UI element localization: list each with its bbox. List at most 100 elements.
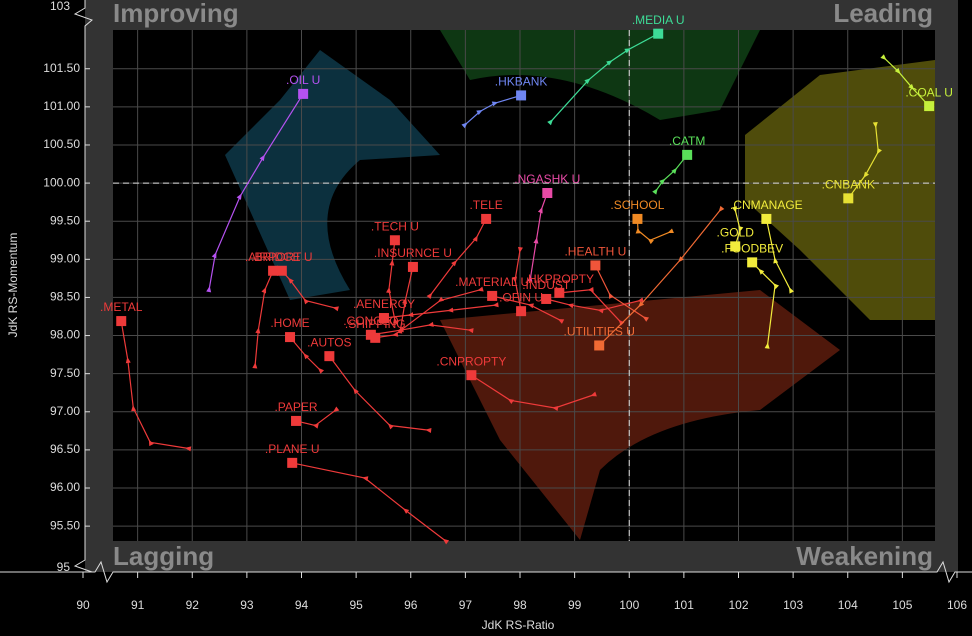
head-marker [594, 340, 605, 351]
y-tick-label: 96.00 [50, 480, 80, 494]
trail-point [437, 296, 445, 303]
trail-point [637, 297, 644, 303]
x-tick-label: 92 [186, 598, 200, 612]
trail-point [427, 321, 434, 327]
y-axis-title: JdK RS-Momentum [6, 233, 20, 338]
trail-point [461, 122, 468, 129]
head-marker [481, 213, 492, 224]
trail-point [772, 283, 779, 290]
series-label: .CNMANAGE [730, 198, 803, 212]
trail-point [252, 362, 258, 369]
trail-point [894, 67, 901, 75]
trail [429, 218, 487, 296]
series-label: .CATM [669, 134, 705, 148]
y-tick-label: 101.00 [43, 99, 80, 113]
y-tick-label: 98.50 [50, 290, 80, 304]
arrow-lagging [440, 290, 840, 540]
trail-point [389, 259, 395, 266]
head-marker [268, 265, 279, 276]
head-marker [632, 213, 643, 224]
series-label: .UTILITIES U [564, 325, 635, 339]
series-label: .HKBANK [495, 75, 548, 89]
series-label: .HEALTH U [564, 245, 626, 259]
head-marker [298, 88, 309, 99]
y-tick-label: 96.50 [50, 442, 80, 456]
trail-point [557, 318, 565, 324]
trail-point [125, 356, 131, 364]
trail-point [584, 78, 591, 85]
x-tick-label: 97 [459, 598, 473, 612]
trail-point [477, 286, 484, 292]
series-label: .CNPROPTY [436, 354, 506, 368]
trail-point [353, 387, 359, 395]
trail [598, 209, 721, 346]
trail-point [678, 256, 684, 263]
trail-point [206, 286, 212, 293]
trail-point [407, 312, 414, 318]
series-label: .AENERGY [353, 297, 415, 311]
series-label: .SCHOOL [610, 198, 664, 212]
quadrant-label: Weakening [796, 541, 933, 571]
trail-point [425, 427, 432, 433]
trail-point [606, 60, 613, 66]
y-axis-line [73, 0, 93, 573]
y-tick-label: 99.00 [50, 251, 80, 265]
series-label: .AIRPORT [245, 250, 302, 264]
trail-point [567, 303, 574, 309]
trail-point [527, 303, 534, 309]
series-label: .OFIN U [499, 290, 543, 304]
trail [847, 125, 879, 199]
trail [636, 218, 671, 241]
y-tick-label: 101.50 [43, 61, 80, 75]
trail-point [638, 301, 645, 308]
trail-point [872, 121, 878, 129]
trail-point [402, 508, 410, 514]
trail-point [547, 119, 554, 126]
series-label: .TECH U [371, 219, 419, 233]
trail-point [512, 276, 517, 283]
x-tick-label: 96 [404, 598, 418, 612]
trail-point [312, 423, 319, 429]
x-tick-label: 104 [838, 598, 858, 612]
y-tick-label: 97.00 [50, 404, 80, 418]
head-marker [730, 241, 741, 252]
series-label: .FOODBEV [721, 242, 783, 256]
trail-point [533, 237, 539, 244]
quadrant-label: Leading [833, 0, 933, 28]
x-tick-label: 95 [349, 598, 363, 612]
series-label: .METAL [100, 300, 143, 314]
x-tick-label: 98 [513, 598, 527, 612]
series-label: .MEDIA U [632, 13, 685, 27]
trail-point [618, 319, 625, 326]
trail-point [671, 167, 677, 175]
trail-point [451, 260, 457, 267]
trail-point [608, 292, 614, 299]
trail-point [333, 406, 340, 413]
trail-point [590, 391, 597, 397]
trail-point [880, 54, 887, 61]
series-label: .CNBANK [822, 178, 875, 192]
head-marker [378, 313, 389, 324]
head-marker [285, 332, 296, 343]
x-tick-label: 99 [568, 598, 582, 612]
head-marker [516, 306, 527, 317]
marks: .MEDIA U .HKBANK .OIL U .COAL U .CATM .CNBANK… [100, 13, 953, 545]
head-marker [682, 149, 693, 160]
trail-point [211, 251, 217, 259]
head-marker [287, 457, 298, 468]
y-tick-label: 99.50 [50, 213, 80, 227]
series-label: .NGASHK U [514, 172, 580, 186]
head-marker [324, 351, 335, 362]
trail-point [492, 302, 499, 308]
x-tick-label: 93 [240, 598, 254, 612]
trail-point [647, 238, 654, 245]
trail-point [758, 268, 765, 275]
trail-point [442, 538, 450, 545]
trail-point [667, 228, 674, 234]
trail-point [332, 306, 339, 312]
trail [471, 374, 594, 409]
head-marker [466, 370, 477, 381]
head-marker [554, 287, 565, 298]
series-label: .OIL U [286, 73, 320, 87]
